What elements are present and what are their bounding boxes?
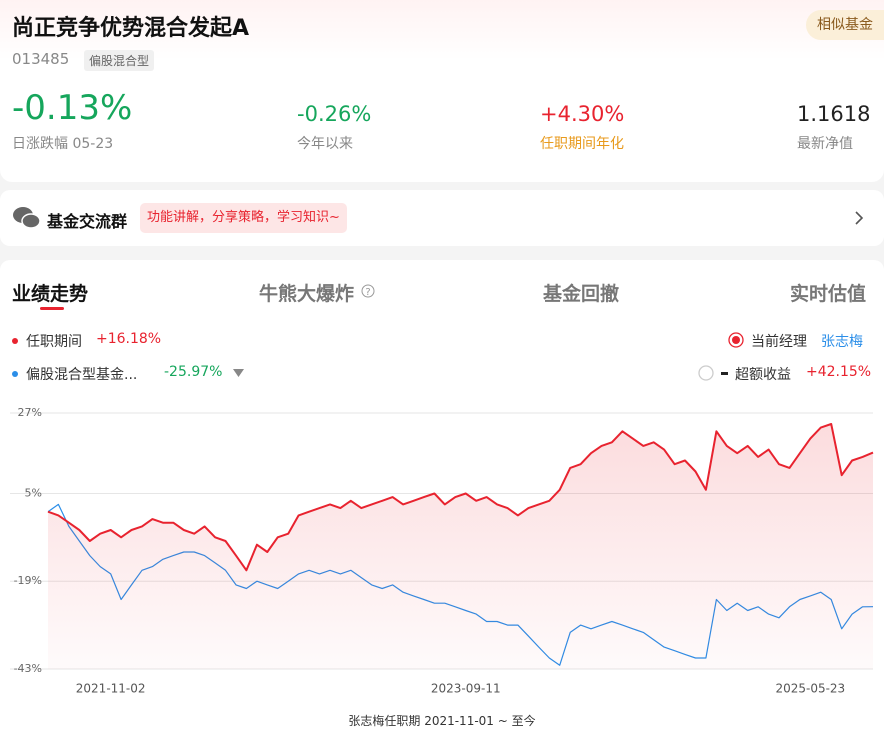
help-icon[interactable]: ? <box>361 284 375 298</box>
legend-change: +16.18% <box>96 331 162 347</box>
legend-change: -25.97% <box>164 364 223 380</box>
fund-type-tag: 偏股混合型 <box>84 50 155 71</box>
svg-text:?: ? <box>365 287 370 298</box>
dropdown-arrow[interactable] <box>233 369 244 377</box>
nav: 1.1618 <box>797 102 871 126</box>
radio-checked[interactable] <box>728 332 744 348</box>
daily-change: -0.13% <box>12 88 133 128</box>
y-tick-label: 5% <box>25 486 42 499</box>
x-tick-label: 2021-11-02 <box>76 682 146 696</box>
line <box>47 423 874 572</box>
annualized: +4.30% <box>540 102 625 126</box>
radio-unchecked[interactable] <box>698 365 714 381</box>
manager-name[interactable]: 张志梅 <box>821 334 863 350</box>
group-card[interactable]: 基金交流群 功能讲解，分享策略，学习知识~ <box>0 190 884 246</box>
excess-label: 超额收益 <box>735 367 791 383</box>
tab[interactable]: 牛熊大爆炸 <box>259 283 355 305</box>
legend-name: 偏股混合型基金... <box>26 367 138 383</box>
legend-name: 任职期间 <box>26 334 82 350</box>
nav-label: 最新净值 <box>797 136 853 152</box>
annualized-label: 任职期间年化 <box>540 136 624 152</box>
tab[interactable]: 基金回撤 <box>543 283 620 305</box>
wechat-icon <box>13 207 41 229</box>
chart: 27% 5% -19% -43% 2021-11-02 2023-09-11 2025-05… <box>10 406 874 696</box>
fund-code: 013485 <box>12 50 70 68</box>
tenure-footer: 张志梅任职期 2021-11-01 ~ 至今 <box>348 714 536 728</box>
tab-active[interactable]: 业绩走势 <box>12 283 89 305</box>
manager-label: 当前经理 <box>751 334 807 350</box>
legend-dot <box>12 338 18 344</box>
legend-dot <box>12 371 18 377</box>
tab[interactable]: 实时估值 <box>790 283 867 305</box>
similar-fund-button[interactable]: 相似基金 <box>806 10 884 40</box>
area <box>48 424 873 669</box>
x-tick-label: 2025-05-23 <box>775 682 845 696</box>
y-tick-label: 27% <box>18 406 42 419</box>
y-tick-label: -43% <box>14 662 42 675</box>
group-badge: 功能讲解，分享策略，学习知识~ <box>140 203 347 233</box>
tab-underline <box>40 307 64 310</box>
ytd-change: -0.26% <box>297 102 372 126</box>
group-title: 基金交流群 <box>47 212 128 231</box>
y-tick-label: -19% <box>14 574 42 587</box>
fund-title: 尚正竞争优势混合发起A <box>12 16 250 41</box>
excess-value: +42.15% <box>806 364 872 380</box>
x-tick-label: 2023-09-11 <box>431 682 501 696</box>
daily-change-label: 日涨跌幅 05-23 <box>12 136 114 152</box>
chevron <box>855 211 864 225</box>
header-card: 尚正竞争优势混合发起A 相似基金 013485 偏股混合型 -0.13% 日涨跌… <box>0 0 884 182</box>
excess-dash <box>721 372 728 375</box>
ytd-label: 今年以来 <box>297 136 353 152</box>
